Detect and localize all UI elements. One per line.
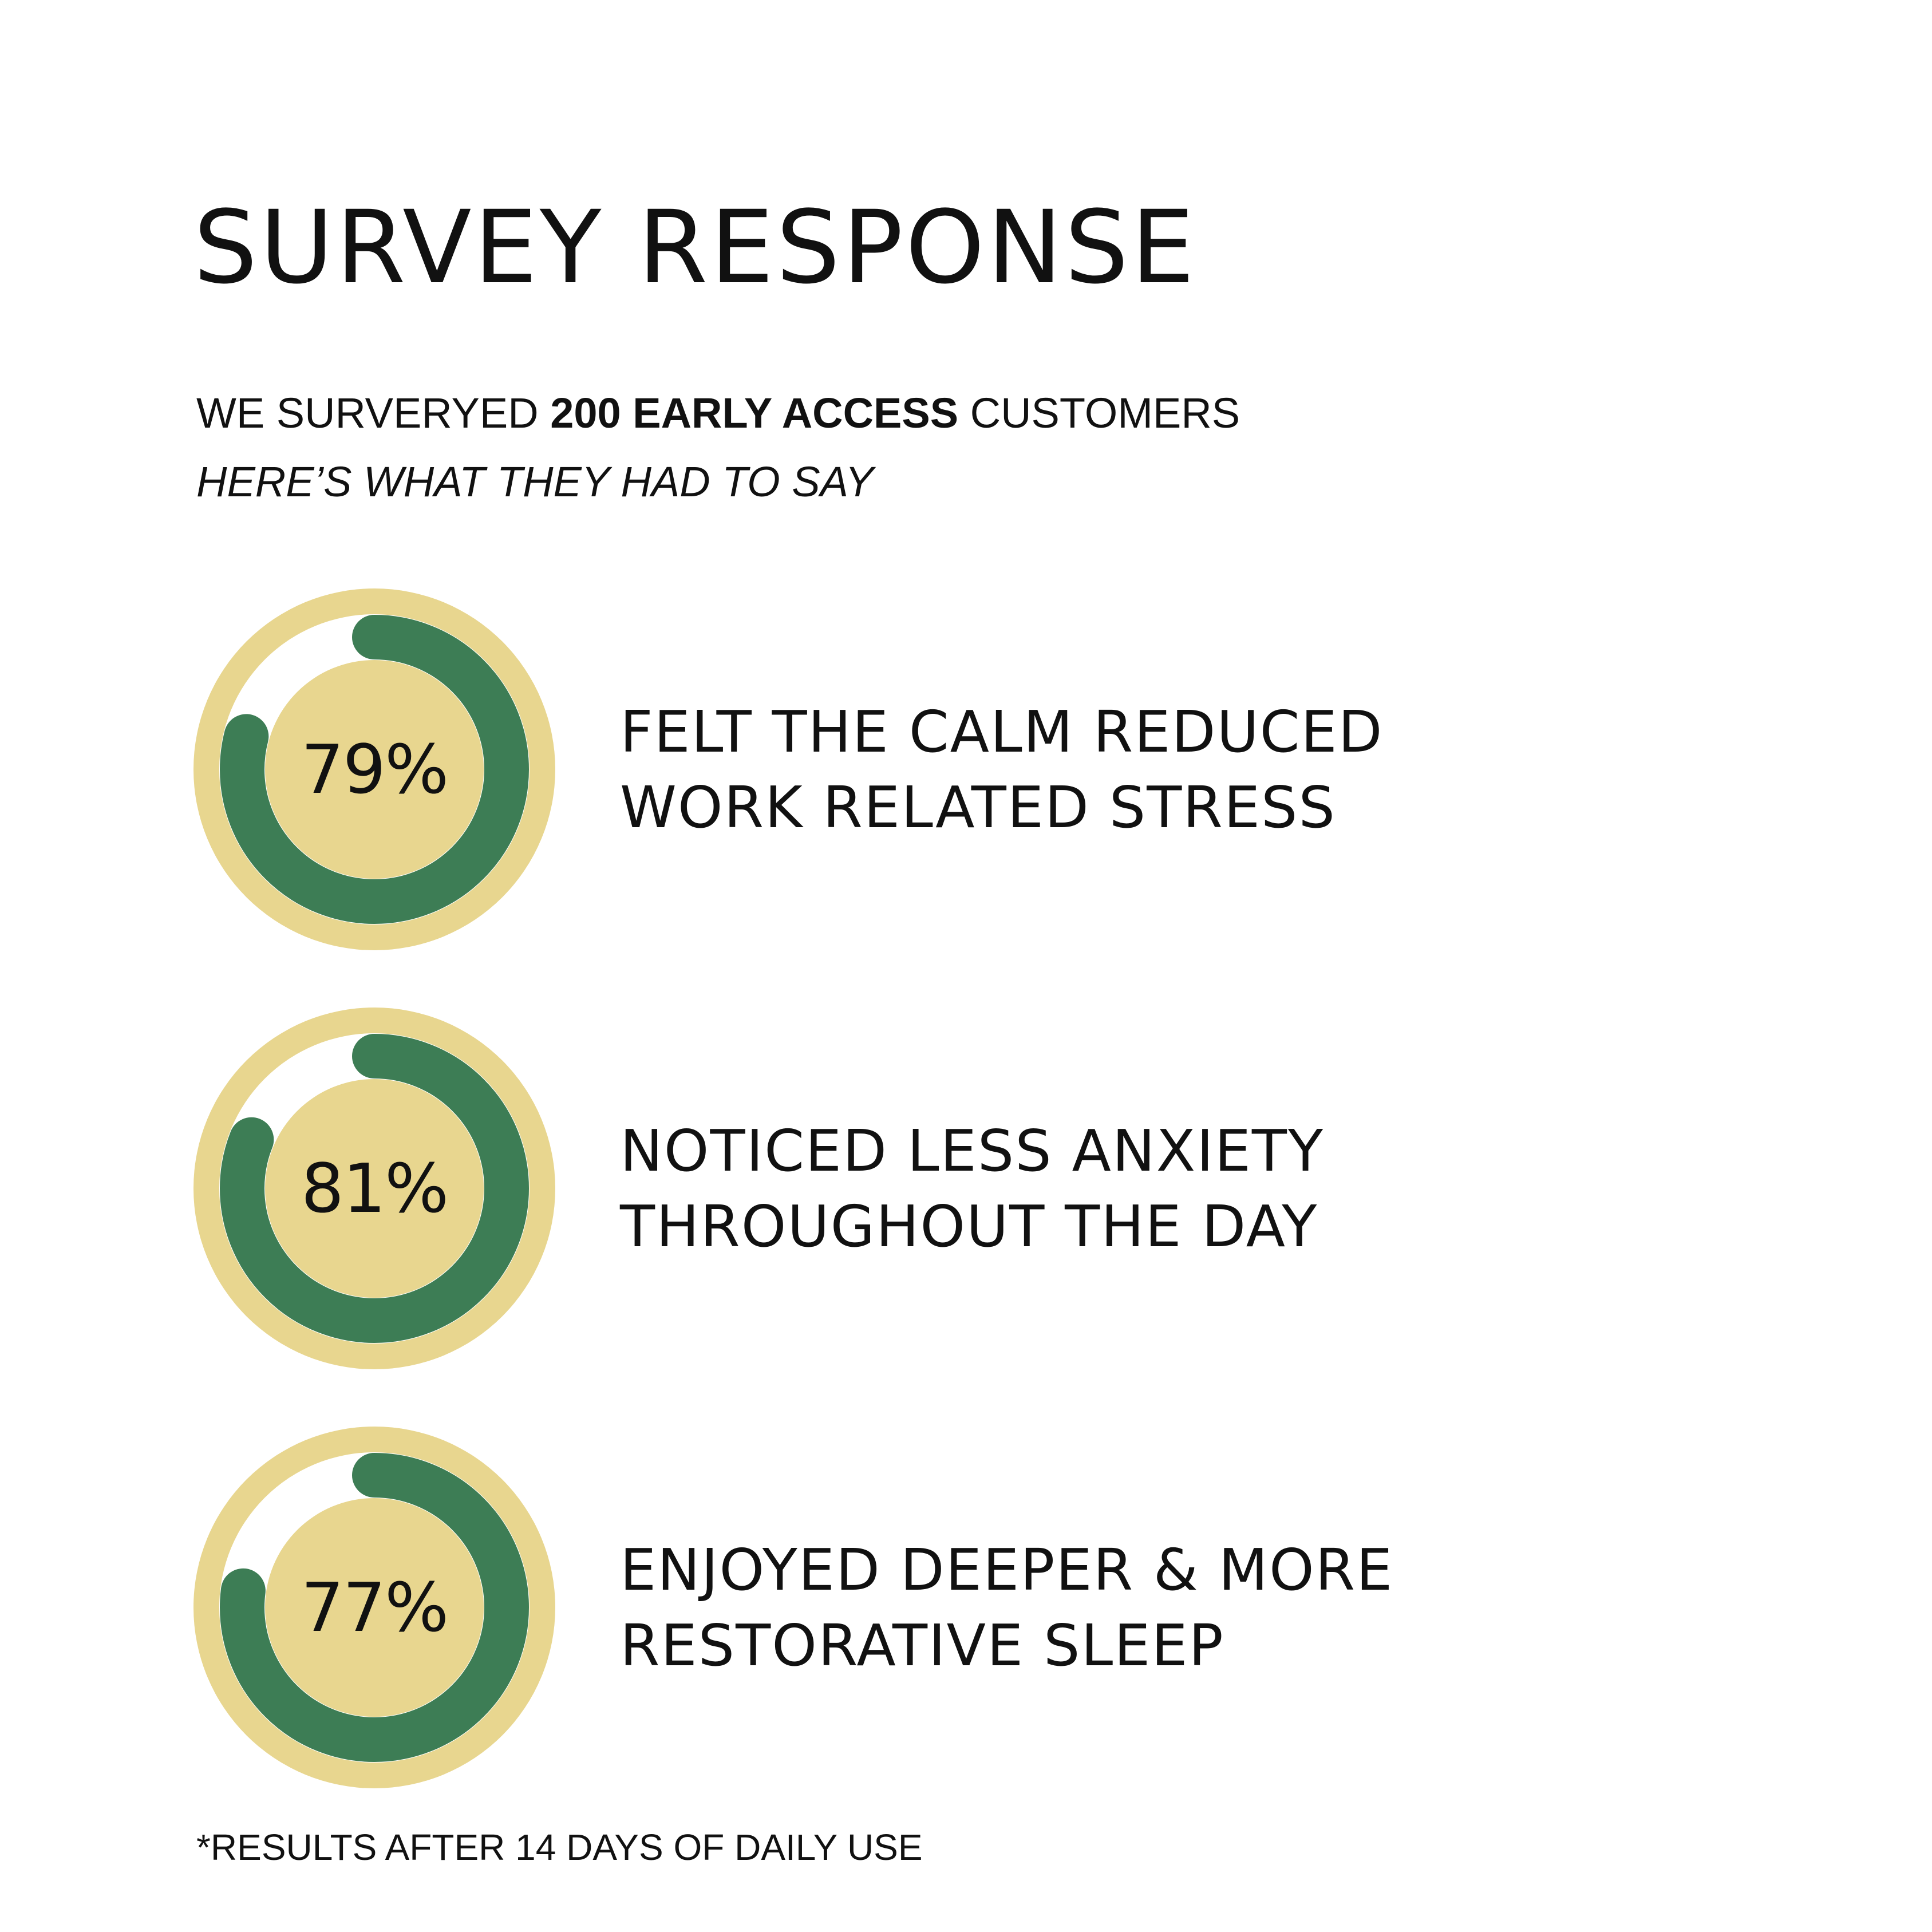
stat-label: ENJOYED DEEPER & MORE RESTORATIVE SLEEP [620, 1532, 1393, 1684]
stat-label: NOTICED LESS ANXIETY THROUGHOUT THE DAY [620, 1113, 1324, 1265]
progress-ring [193, 1008, 555, 1369]
survey-intro: WE SURVERYED 200 EARLY ACCESS CUSTOMERS [196, 392, 1240, 434]
stat-label-line1: FELT THE CALM REDUCED [620, 698, 1384, 765]
stat-label-line2: THROUGHOUT THE DAY [620, 1193, 1318, 1260]
stat-label: FELT THE CALM REDUCED WORK RELATED STRES… [620, 694, 1384, 846]
ring-center [265, 1079, 484, 1298]
ring-graphic [193, 1427, 555, 1788]
page-title: SURVEY RESPONSE [193, 189, 1197, 306]
progress-arc [220, 1034, 529, 1343]
progress-ring [193, 588, 555, 950]
intro-highlight: 200 EARLY ACCESS [550, 389, 959, 437]
stat-card-sleep: 77% ENJOYED DEEPER & MORE RESTORATIVE SL… [193, 1427, 1854, 1793]
ring-graphic [193, 1008, 555, 1369]
progress-arc [220, 615, 529, 924]
intro-suffix: CUSTOMERS [958, 389, 1240, 437]
stat-percent: 77% [301, 1568, 449, 1647]
ring-graphic [193, 588, 555, 950]
progress-ring [193, 1427, 555, 1788]
stat-percent: 81% [301, 1149, 449, 1228]
stat-label-line2: WORK RELATED STRESS [620, 774, 1336, 841]
stat-label-line2: RESTORATIVE SLEEP [620, 1612, 1224, 1679]
intro-subtitle: HERE’S WHAT THEY HAD TO SAY [196, 458, 874, 505]
stat-label-line1: ENJOYED DEEPER & MORE [620, 1536, 1394, 1603]
stat-label-line1: NOTICED LESS ANXIETY [620, 1117, 1325, 1184]
ring-center [265, 660, 484, 879]
ring-center [265, 1498, 484, 1717]
stat-card-stress: 79% FELT THE CALM REDUCED WORK RELATED S… [193, 588, 1854, 955]
stat-card-anxiety: 81% NOTICED LESS ANXIETY THROUGHOUT THE … [193, 1008, 1854, 1374]
intro-prefix: WE SURVERYED [196, 389, 551, 437]
progress-arc [220, 1453, 529, 1762]
stat-percent: 79% [301, 730, 449, 809]
footnote: *RESULTS AFTER 14 DAYS OF DAILY USE [196, 1827, 923, 1868]
